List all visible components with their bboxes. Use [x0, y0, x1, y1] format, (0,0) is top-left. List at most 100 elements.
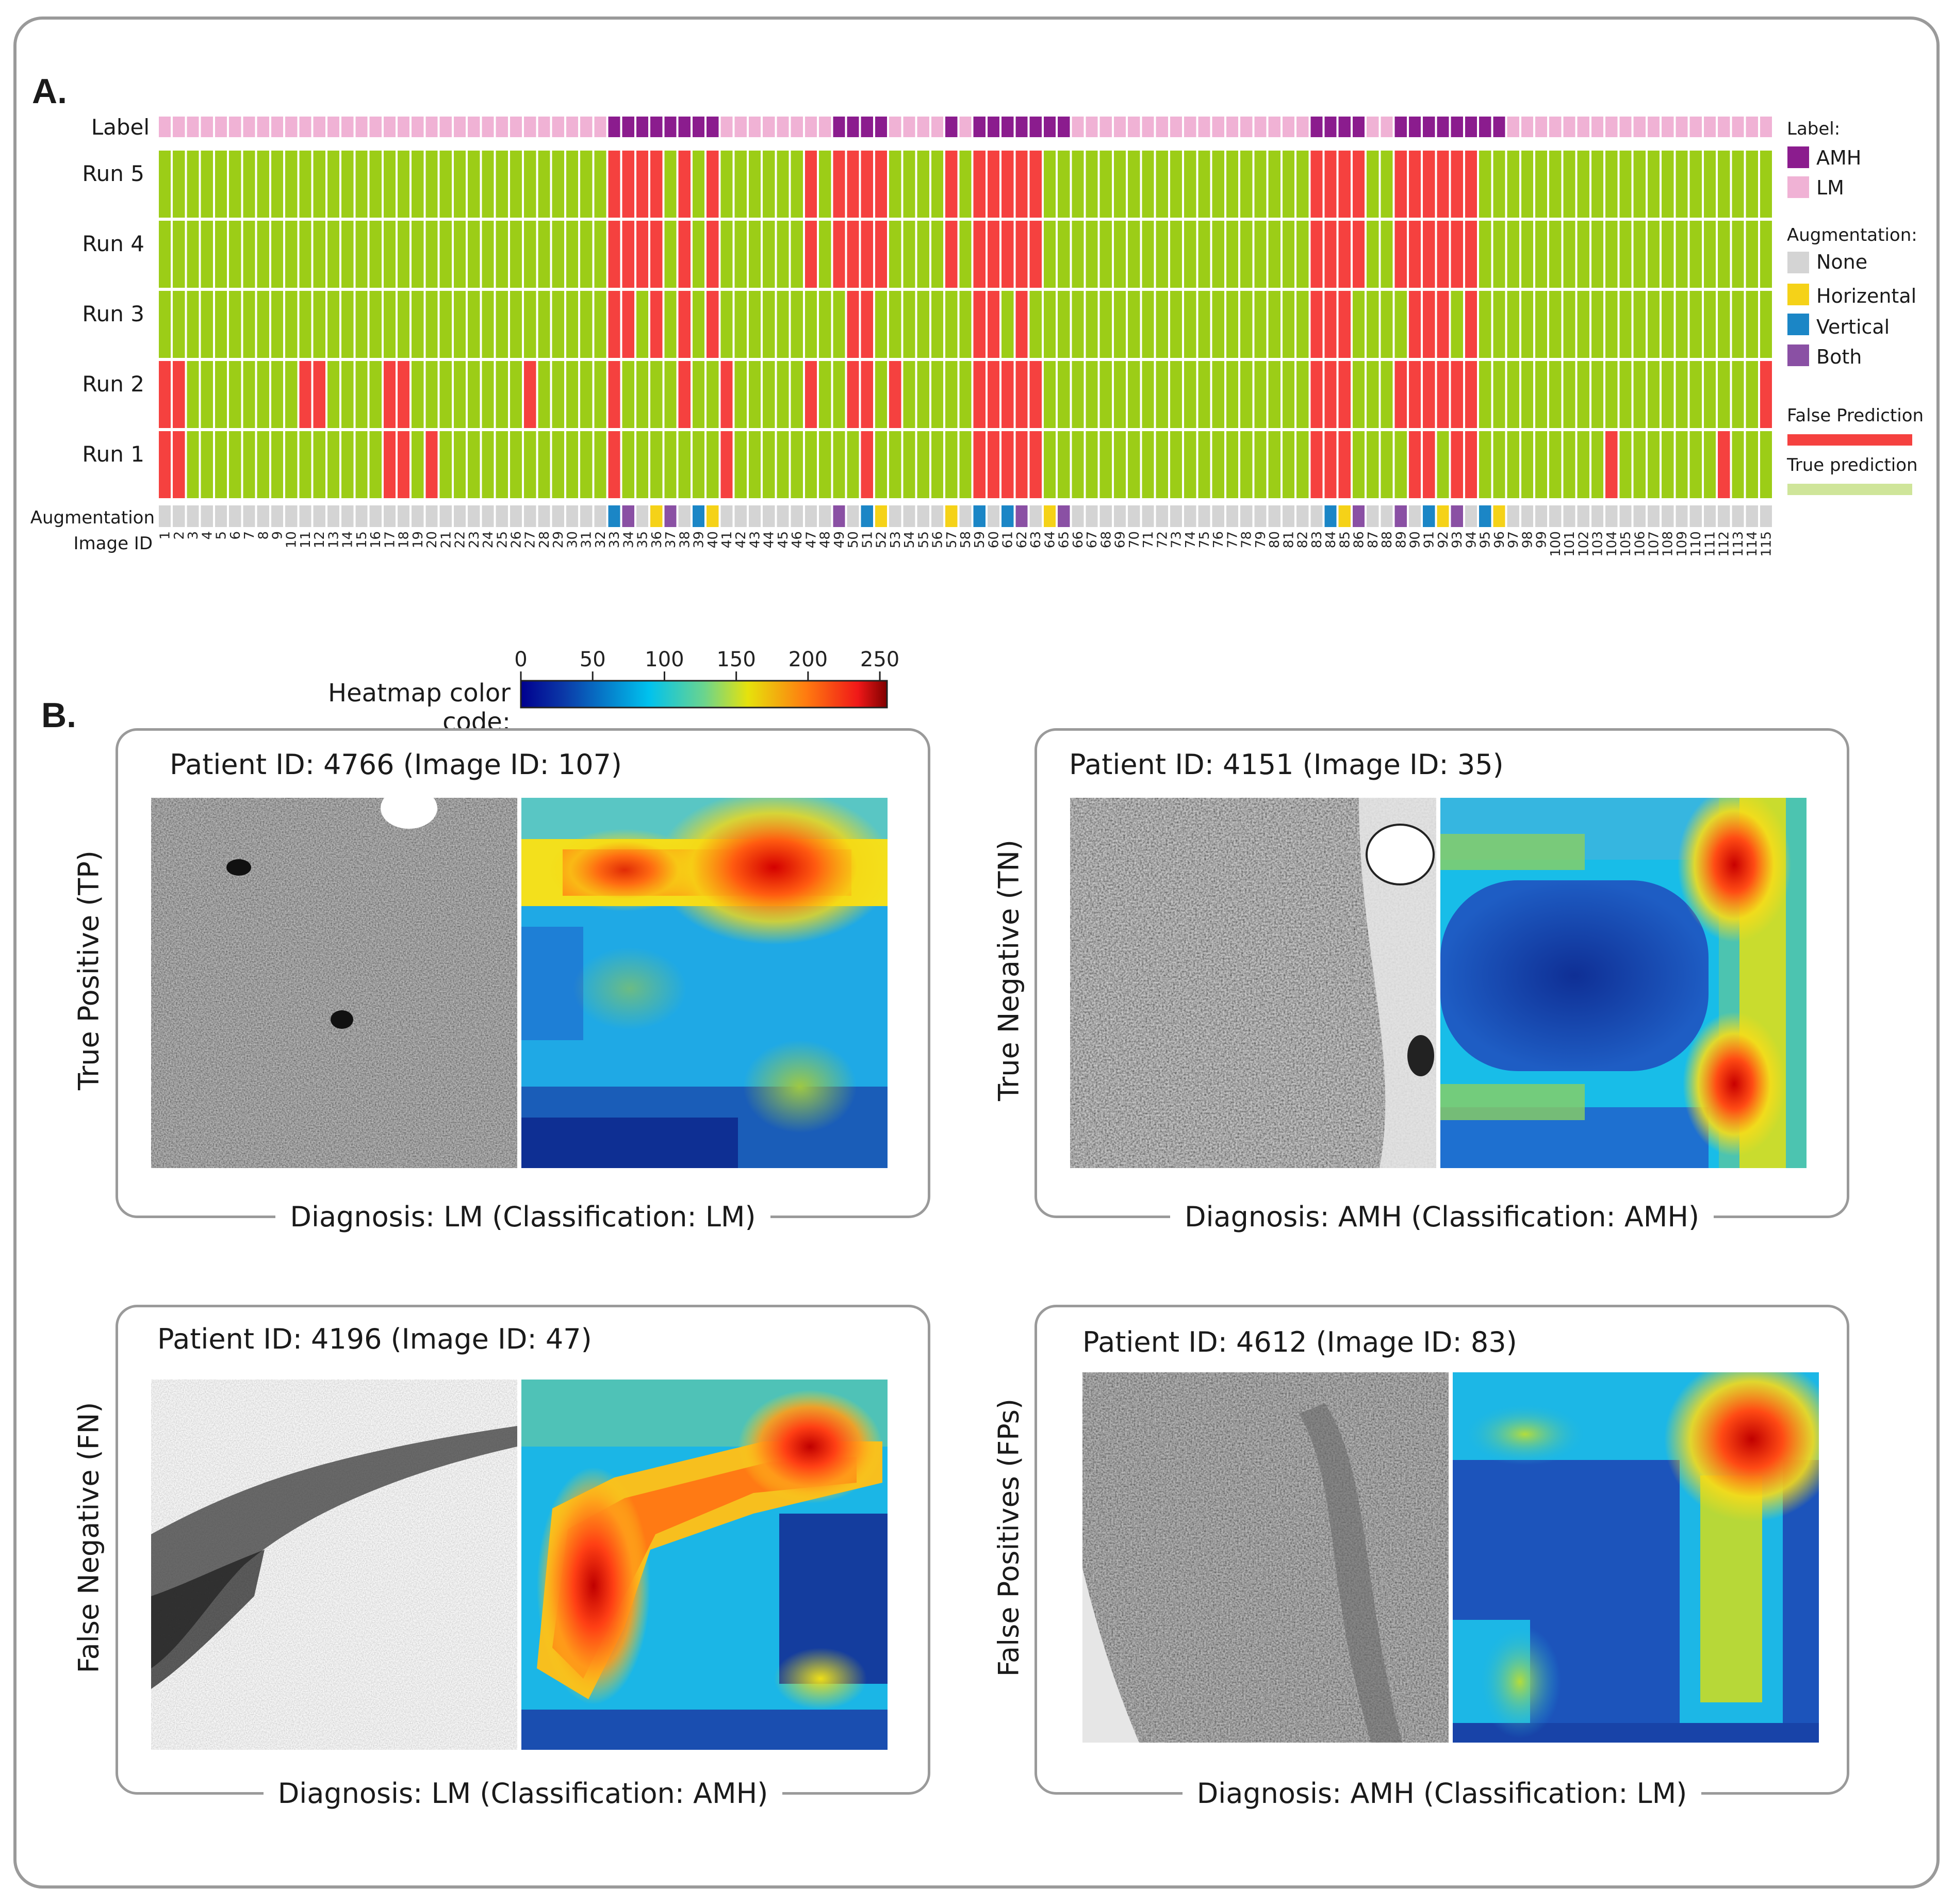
label-cell — [1577, 117, 1589, 137]
run-cell — [1352, 361, 1365, 428]
run-cell — [552, 361, 564, 428]
image-id-tick: 63 — [1028, 531, 1044, 548]
run-cell — [720, 291, 733, 358]
run-cell — [720, 361, 733, 428]
run-cell — [1043, 431, 1056, 498]
run-cell — [1212, 431, 1224, 498]
run-cell — [1549, 431, 1562, 498]
augmentation-cell — [650, 505, 663, 527]
run-cell — [833, 221, 845, 288]
panel-fn-title: Patient ID: 4196 (Image ID: 47) — [157, 1323, 592, 1355]
augmentation-cell — [917, 505, 929, 527]
image-id-tick: 92 — [1436, 531, 1451, 548]
run-cell — [594, 361, 606, 428]
image-id-tick: 67 — [1085, 531, 1100, 548]
label-cell — [1170, 117, 1183, 137]
run-cell — [987, 361, 1000, 428]
run-cell — [1647, 221, 1660, 288]
run-cell — [664, 291, 677, 358]
run-cell — [412, 291, 424, 358]
augmentation-cell — [1676, 505, 1688, 527]
augmentation-cell — [777, 505, 789, 527]
run-cell — [1352, 221, 1365, 288]
augmentation-cell — [1254, 505, 1267, 527]
augmentation-cell — [173, 505, 185, 527]
run-cell — [1324, 221, 1337, 288]
run-cell — [201, 151, 213, 218]
run-cell — [945, 431, 958, 498]
run-cell — [1591, 151, 1604, 218]
run-cell — [1703, 221, 1716, 288]
run-cell — [594, 221, 606, 288]
augmentation-cell — [1184, 505, 1196, 527]
run-cell — [650, 291, 663, 358]
run-cell — [1268, 361, 1280, 428]
run-cell — [594, 151, 606, 218]
run-cell — [1563, 431, 1575, 498]
run-cell — [1099, 291, 1112, 358]
run-cell — [692, 221, 705, 288]
image-id-tick: 97 — [1506, 531, 1521, 548]
augmentation-cell — [1703, 505, 1716, 527]
run-cell — [1507, 431, 1519, 498]
image-id-tick: 31 — [579, 531, 595, 548]
run-cell — [1521, 151, 1534, 218]
run-cell — [1633, 431, 1646, 498]
run-cell — [987, 151, 1000, 218]
label-cell — [1352, 117, 1365, 137]
run-cell — [229, 151, 241, 218]
run-cell — [875, 221, 888, 288]
run-cell — [566, 221, 579, 288]
run-label-5: Run 5 — [82, 161, 144, 186]
run-cell — [243, 431, 255, 498]
run-cell — [580, 361, 593, 428]
run-cell — [720, 221, 733, 288]
augmentation-cell — [1212, 505, 1224, 527]
augmentation-cell — [1732, 505, 1744, 527]
run-cell — [524, 291, 536, 358]
augmentation-cell — [299, 505, 311, 527]
label-cell — [159, 117, 171, 137]
image-id-tick: 49 — [832, 531, 847, 548]
run-cell — [1015, 361, 1028, 428]
run-cell — [552, 221, 564, 288]
augmentation-cell — [1662, 505, 1674, 527]
label-cell — [229, 117, 241, 137]
augmentation-cell — [636, 505, 649, 527]
run-cell — [777, 291, 789, 358]
label-cell — [271, 117, 284, 137]
image-id-tick: 106 — [1632, 531, 1648, 557]
image-id-tick: 93 — [1450, 531, 1465, 548]
panel-tp-microscopy — [151, 798, 517, 1168]
augmentation-cell — [1282, 505, 1295, 527]
image-id-tick: 53 — [888, 531, 904, 548]
run-cell — [903, 221, 915, 288]
run-cell — [945, 151, 958, 218]
run-cell — [1451, 221, 1463, 288]
image-id-tick: 66 — [1071, 531, 1086, 548]
image-id-tick: 79 — [1253, 531, 1269, 548]
colorbar-tick-label: 200 — [789, 648, 828, 671]
augmentation-cell — [1381, 505, 1393, 527]
image-id-tick: 86 — [1352, 531, 1367, 548]
run-cell — [412, 361, 424, 428]
augmentation-cell — [1156, 505, 1168, 527]
panel-tn-diagnosis: Diagnosis: AMH (Classification: AMH) — [1037, 1201, 1847, 1233]
image-id-tick: 101 — [1562, 531, 1578, 557]
label-cell — [945, 117, 958, 137]
run-cell — [1394, 431, 1407, 498]
run-cell — [285, 291, 298, 358]
augmentation-cell — [1493, 505, 1505, 527]
run-cell — [987, 221, 1000, 288]
label-cell — [1142, 117, 1154, 137]
run-cell — [1451, 151, 1463, 218]
run-cell — [1184, 221, 1196, 288]
image-id-tick: 5 — [214, 531, 229, 540]
label-cell — [1703, 117, 1716, 137]
image-id-tick: 25 — [495, 531, 510, 548]
run-cell — [1240, 221, 1253, 288]
run-cell — [959, 431, 972, 498]
label-cell — [1662, 117, 1674, 137]
label-cell — [1394, 117, 1407, 137]
image-id-tick: 80 — [1267, 531, 1283, 548]
